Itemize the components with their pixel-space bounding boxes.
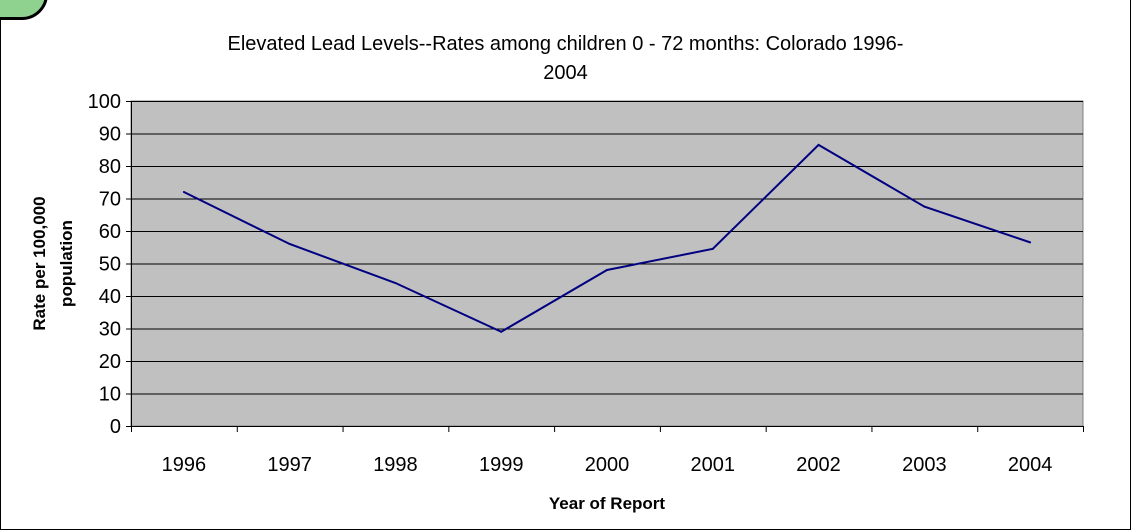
data-point — [923, 205, 926, 208]
x-tick-label: 1996 — [162, 454, 207, 476]
axes — [126, 101, 1084, 432]
data-point — [182, 191, 185, 193]
y-tick-label: 70 — [99, 189, 121, 211]
data-point — [288, 243, 291, 245]
y-axis-title-line2: population — [57, 220, 76, 307]
y-tick-label: 50 — [99, 254, 121, 276]
chart-title-line1: Elevated Lead Levels--Rates among childr… — [227, 33, 904, 55]
data-point — [1029, 241, 1032, 244]
chart-title-line2: 2004 — [543, 62, 588, 84]
x-tick-label: 2000 — [585, 454, 630, 476]
data-point — [817, 143, 820, 146]
x-tick-label: 1997 — [267, 454, 312, 476]
x-tick-label: 2003 — [902, 454, 947, 476]
y-tick-label: 20 — [99, 351, 121, 373]
y-axis-title-line1: Rate per 100,000 — [30, 196, 49, 330]
y-tick-label: 40 — [99, 286, 121, 308]
y-tick-label: 0 — [110, 416, 121, 438]
y-tick-label: 90 — [99, 124, 121, 146]
y-tick-label: 10 — [99, 384, 121, 406]
x-tick-label: 1998 — [373, 454, 418, 476]
x-tick-label: 2002 — [796, 454, 841, 476]
x-tick-label: 2004 — [1008, 454, 1053, 476]
x-tick-label: 2001 — [691, 454, 736, 476]
data-point — [606, 269, 608, 271]
y-tick-labels: 0 10 20 30 40 50 60 70 80 90 100 — [88, 91, 121, 438]
y-tick-label: 30 — [99, 319, 121, 341]
y-axis-title: Rate per 100,000 population — [30, 196, 76, 330]
data-point — [711, 247, 714, 250]
gridlines — [131, 101, 1083, 395]
x-tick-label: 1999 — [479, 454, 524, 476]
data-point — [394, 282, 397, 284]
x-axis-title: Year of Report — [549, 494, 666, 513]
x-tick-labels: 1996 1997 1998 1999 2000 2001 2002 2003 2004 — [162, 454, 1053, 476]
data-point — [500, 330, 503, 333]
y-tick-label: 80 — [99, 156, 121, 178]
y-tick-label: 100 — [88, 91, 121, 113]
y-tick-label: 60 — [99, 221, 121, 243]
series-group — [182, 143, 1032, 333]
